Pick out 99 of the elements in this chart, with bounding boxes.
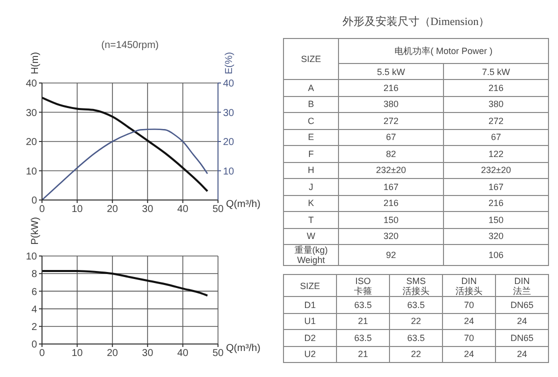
text: 70 (442, 296, 496, 313)
text: DIN 法兰 (496, 274, 548, 296)
x-axis-title: Q(m³/h) (226, 343, 260, 354)
text: 150 (338, 212, 444, 228)
text: 63.5 (336, 330, 390, 346)
text: 7.5 kW (444, 64, 548, 80)
text: U2 (284, 346, 336, 362)
text: W (284, 228, 338, 244)
text: 70 (442, 330, 496, 346)
text: 150 (444, 212, 548, 228)
x-tick-label: 10 (72, 348, 84, 360)
y-tick-label: 0 (31, 196, 38, 207)
line-series (42, 96, 208, 192)
text: 106 (444, 244, 548, 266)
text: 272 (338, 112, 444, 129)
text: 320 (444, 228, 548, 244)
x-tick-label: 10 (72, 204, 84, 216)
y-axis-title: P(kW) (30, 217, 41, 245)
line-series (42, 128, 208, 200)
text: 22 (390, 346, 442, 362)
text: SMS 活接头 (390, 274, 442, 296)
text: 外形及安装尺寸（Dimension） (341, 14, 491, 30)
x-tick-label: 40 (177, 204, 189, 216)
y-axis-title: H(m) (30, 52, 41, 74)
text: A (284, 80, 338, 96)
text: 21 (336, 346, 390, 362)
text: F (284, 146, 338, 162)
x-tick-label: 50 (212, 204, 224, 216)
text: 5.5 kW (338, 64, 444, 80)
text: 电机功率( Motor Power ) (338, 38, 548, 64)
text: 380 (338, 96, 444, 112)
text: 272 (444, 112, 548, 129)
text: H (284, 162, 338, 178)
text: 24 (496, 313, 548, 330)
text: T (284, 212, 338, 228)
text: K (284, 195, 338, 212)
y-tick-label: 6 (31, 286, 38, 298)
y-tick-label: 2 (31, 322, 38, 333)
text: 232±20 (444, 162, 548, 178)
text: 63.5 (390, 296, 442, 313)
text: SIZE (284, 274, 336, 296)
text: C (284, 112, 338, 129)
text: 24 (496, 346, 548, 362)
text: DN65 (496, 296, 548, 313)
text: D2 (284, 330, 336, 346)
y-tick-label: 10 (26, 166, 38, 178)
text: E (284, 129, 338, 146)
y2-tick-label: 40 (223, 78, 235, 90)
text: 167 (444, 178, 548, 195)
text: 67 (444, 129, 548, 146)
y-tick-label: 40 (26, 78, 38, 90)
text: 216 (444, 80, 548, 96)
x-tick-label: 0 (39, 348, 46, 360)
text: 92 (338, 244, 444, 266)
text: 22 (390, 313, 442, 330)
text: 122 (444, 146, 548, 162)
y-tick-label: 0 (31, 340, 38, 351)
text: 63.5 (390, 330, 442, 346)
y-tick-label: 10 (26, 252, 38, 263)
text: 216 (444, 195, 548, 212)
chart-title: (n=1450rpm) (100, 40, 160, 51)
x-tick-label: 30 (142, 204, 154, 216)
x-tick-label: 50 (212, 348, 224, 360)
text: U1 (284, 313, 336, 330)
text: 63.5 (336, 296, 390, 313)
text: B (284, 96, 338, 112)
y-tick-label: 30 (26, 108, 38, 119)
x-tick-label: 20 (106, 204, 118, 216)
text: ISO 卡箍 (336, 274, 390, 296)
text: 320 (338, 228, 444, 244)
text: 82 (338, 146, 444, 162)
y-tick-label: 4 (31, 304, 38, 316)
text: D1 (284, 296, 336, 313)
text: 67 (338, 129, 444, 146)
text: 21 (336, 313, 390, 330)
x-tick-label: 0 (39, 204, 46, 216)
x-tick-label: 20 (106, 348, 118, 360)
text: J (284, 178, 338, 195)
line-series (42, 270, 208, 297)
text: 24 (442, 313, 496, 330)
y2-tick-label: 20 (223, 137, 235, 148)
text: SIZE (284, 38, 338, 80)
text: 重量(kg) Weight (284, 244, 338, 266)
y-tick-label: 8 (31, 269, 38, 280)
x-tick-label: 30 (142, 348, 154, 360)
y-tick-label: 20 (26, 137, 38, 148)
text: 167 (338, 178, 444, 195)
text: 216 (338, 195, 444, 212)
y2-axis-title: E(%) (224, 52, 235, 74)
y2-tick-label: 30 (223, 108, 235, 119)
x-tick-label: 40 (177, 348, 189, 360)
text: DN65 (496, 330, 548, 346)
text: 380 (444, 96, 548, 112)
text: 24 (442, 346, 496, 362)
text: DIN 活接头 (442, 274, 496, 296)
text: 216 (338, 80, 444, 96)
y2-tick-label: 10 (223, 166, 235, 178)
text: 232±20 (338, 162, 444, 178)
x-axis-title: Q(m³/h) (226, 199, 260, 210)
